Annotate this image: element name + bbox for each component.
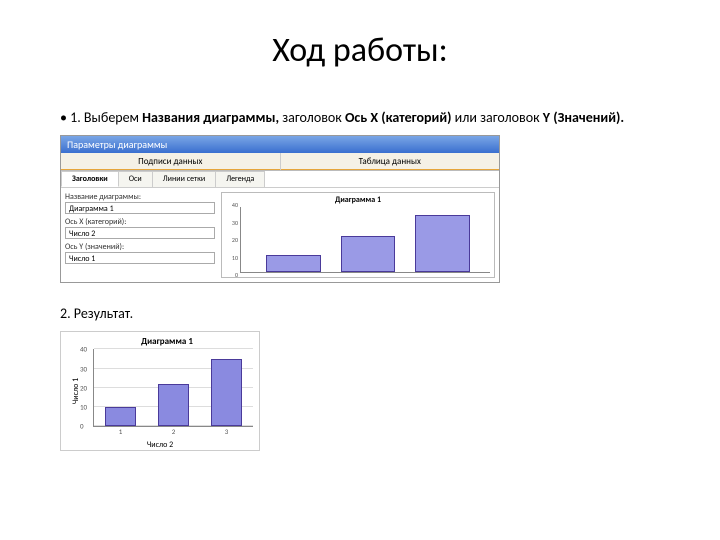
- step1-text: • 1. Выберем Названия диаграммы, заголов…: [60, 109, 660, 127]
- subtab-legend[interactable]: Легенда: [215, 171, 265, 187]
- chart-name-input[interactable]: Диаграмма 1: [65, 202, 215, 214]
- chart-params-dialog: Параметры диаграммы Подписи данных Табли…: [60, 135, 500, 283]
- y-axis-input[interactable]: Число 1: [65, 252, 215, 264]
- step2-text: 2. Результат.: [60, 305, 660, 323]
- step1-bold2: Ось X (категорий): [345, 109, 455, 126]
- preview-bar: [266, 255, 321, 272]
- preview-panel: Диаграмма 1 010203040: [221, 192, 495, 278]
- result-bar: [211, 359, 243, 426]
- preview-yaxis: 010203040: [224, 205, 238, 275]
- result-chart: Диаграмма 1 Число 1 010203040123 Число 2: [60, 331, 260, 451]
- field-chart-name: Название диаграммы: Диаграмма 1: [65, 192, 215, 214]
- preview-bar: [415, 215, 470, 272]
- x-axis-label: Ось X (категорий):: [65, 217, 215, 227]
- dialog-subtabs: Заголовки Оси Линии сетки Легенда: [61, 171, 499, 187]
- step1-bullet: • 1. Выберем: [60, 109, 142, 126]
- subtab-axes[interactable]: Оси: [118, 171, 153, 187]
- result-chart-xlabel: Число 2: [61, 440, 259, 450]
- preview-chart: 010203040: [224, 205, 492, 275]
- result-chart-plot: 010203040123: [93, 349, 253, 427]
- subtab-titles[interactable]: Заголовки: [61, 171, 119, 187]
- step1-bold3: Y (Значений).: [543, 109, 624, 126]
- dialog-toptabs: Подписи данных Таблица данных: [61, 153, 499, 171]
- dialog-body: Название диаграммы: Диаграмма 1 Ось X (к…: [61, 187, 499, 282]
- step1-mid1: заголовок: [282, 109, 345, 126]
- preview-plot: [240, 207, 490, 273]
- result-chart-title: Диаграмма 1: [81, 336, 253, 347]
- preview-chart-title: Диаграмма 1: [224, 195, 492, 205]
- step1-mid2: или заголовок: [455, 109, 543, 126]
- dialog-titlebar: Параметры диаграммы: [61, 136, 499, 153]
- tab-data-labels[interactable]: Подписи данных: [61, 153, 281, 170]
- subtab-gridlines[interactable]: Линии сетки: [152, 171, 216, 187]
- step1-bold1: Названия диаграммы,: [142, 109, 282, 126]
- field-x-axis: Ось X (категорий): Число 2: [65, 217, 215, 239]
- tab-data-table[interactable]: Таблица данных: [281, 153, 500, 170]
- page-title: Ход работы:: [60, 30, 660, 71]
- result-bar: [158, 384, 190, 426]
- preview-bar: [341, 236, 396, 272]
- x-axis-input[interactable]: Число 2: [65, 227, 215, 239]
- chart-name-label: Название диаграммы:: [65, 192, 215, 202]
- field-y-axis: Ось Y (значений): Число 1: [65, 242, 215, 264]
- result-bar: [105, 407, 137, 426]
- form-column: Название диаграммы: Диаграмма 1 Ось X (к…: [65, 192, 215, 278]
- y-axis-label: Ось Y (значений):: [65, 242, 215, 252]
